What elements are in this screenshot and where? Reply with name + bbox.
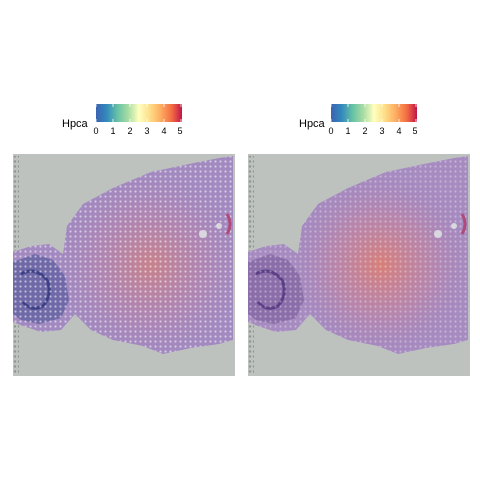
legend-title: Hpca [62,118,88,130]
colorbar [96,104,182,122]
tick-label: 5 [177,126,183,136]
spatial-plot-right: Hpca [240,0,480,480]
legend-title: Hpca [299,118,325,130]
tick-label: 2 [127,126,133,136]
tick-label: 4 [396,126,402,136]
tick-label: 0 [328,126,334,136]
tick-label: 1 [110,126,116,136]
tick-label: 1 [345,126,351,136]
tick-label: 2 [362,126,368,136]
tick-label: 0 [93,126,99,136]
tick-label: 4 [161,126,167,136]
tick-label: 3 [144,126,150,136]
colorbar [331,104,417,122]
tick-label: 3 [379,126,385,136]
tissue-image-right [248,154,470,376]
tick-label: 5 [412,126,418,136]
tissue-image-left [13,154,235,376]
spatial-plot-left: Hpca [13,104,235,376]
